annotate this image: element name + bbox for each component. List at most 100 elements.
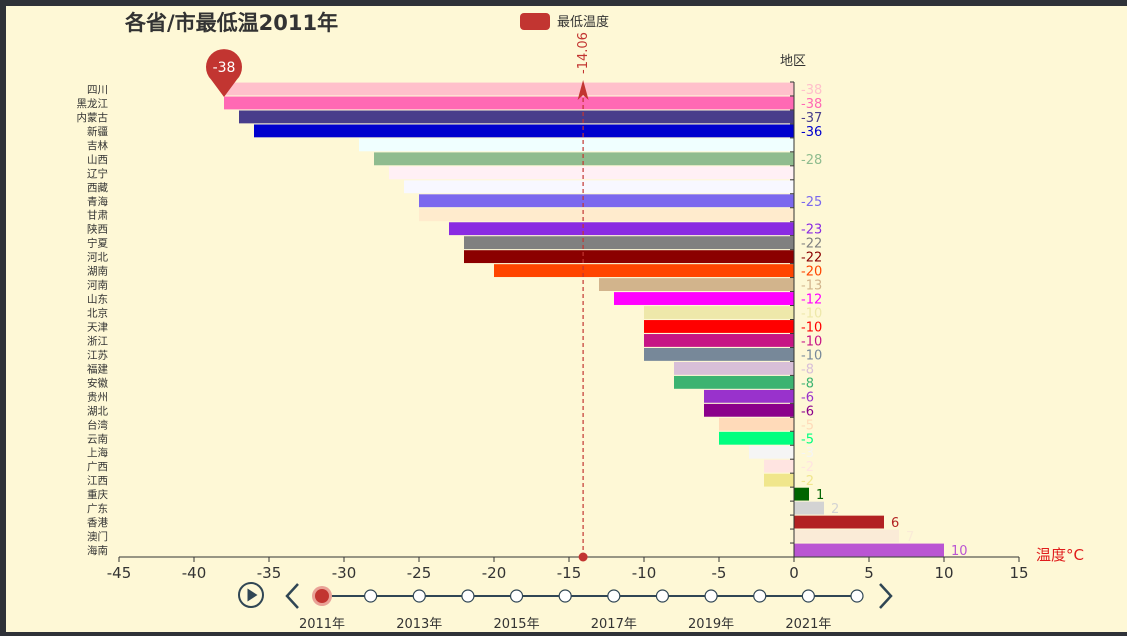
value-labels: -38-38-37-36-28-25-23-22-22-20-13-12-10-… bbox=[801, 83, 968, 559]
timeline-label: 2019年 bbox=[688, 617, 734, 632]
category-label: 陕西 bbox=[87, 223, 108, 236]
bar[interactable] bbox=[794, 529, 899, 543]
timeline-point[interactable] bbox=[850, 589, 864, 603]
category-label: 山东 bbox=[87, 293, 108, 306]
value-label: -8 bbox=[801, 362, 814, 377]
bar[interactable] bbox=[389, 166, 794, 180]
bar[interactable] bbox=[794, 501, 824, 515]
value-label: -23 bbox=[801, 223, 822, 238]
timeline-point[interactable] bbox=[461, 589, 475, 603]
timeline-point[interactable] bbox=[509, 589, 524, 603]
category-label: 浙江 bbox=[87, 335, 108, 347]
bar[interactable] bbox=[239, 110, 794, 124]
bar[interactable] bbox=[794, 487, 809, 501]
value-label: -2 bbox=[801, 460, 814, 475]
value-label: -2 bbox=[801, 474, 814, 489]
bar[interactable] bbox=[764, 459, 794, 473]
bar[interactable] bbox=[749, 445, 794, 459]
bar[interactable] bbox=[644, 320, 794, 333]
timeline: 2011年 2013年 2015年 2017年 2019年 2021年 bbox=[238, 582, 893, 632]
bar[interactable] bbox=[419, 194, 794, 208]
category-label: 内蒙古 bbox=[77, 111, 109, 124]
chevron-left-icon[interactable] bbox=[285, 583, 299, 609]
value-label: -5 bbox=[801, 418, 814, 433]
timeline-point[interactable] bbox=[364, 589, 378, 603]
value-label: -10 bbox=[801, 334, 822, 349]
timeline-point[interactable] bbox=[753, 589, 767, 603]
bar[interactable] bbox=[644, 348, 794, 361]
value-label: -10 bbox=[801, 320, 822, 335]
x-tick-label: -40 bbox=[182, 564, 207, 582]
bar[interactable] bbox=[404, 180, 794, 194]
timeline-point[interactable] bbox=[655, 589, 670, 603]
category-label: 山西 bbox=[87, 154, 108, 166]
value-label: 1 bbox=[816, 488, 824, 503]
category-label: 福建 bbox=[87, 362, 108, 375]
timeline-points bbox=[312, 586, 864, 606]
category-label: 辽宁 bbox=[87, 167, 108, 180]
category-label: 江苏 bbox=[87, 348, 108, 361]
x-tick-label: -30 bbox=[332, 564, 357, 582]
bar[interactable] bbox=[719, 417, 794, 431]
category-label: 台湾 bbox=[87, 418, 108, 431]
timeline-point[interactable] bbox=[801, 589, 815, 603]
bar[interactable] bbox=[794, 543, 944, 557]
chevron-right-icon[interactable] bbox=[879, 583, 893, 609]
value-label: -38 bbox=[801, 83, 822, 98]
category-label: 贵州 bbox=[87, 390, 108, 403]
timeline-label: 2015年 bbox=[493, 617, 539, 632]
value-label: -13 bbox=[801, 279, 822, 294]
bar[interactable] bbox=[449, 222, 794, 236]
mark-line-arrow bbox=[577, 80, 589, 100]
legend-swatch bbox=[520, 13, 550, 30]
bar[interactable] bbox=[704, 403, 794, 417]
value-label: 10 bbox=[951, 544, 968, 559]
bar[interactable] bbox=[674, 361, 794, 375]
bar[interactable] bbox=[224, 82, 794, 96]
timeline-point[interactable] bbox=[558, 589, 572, 603]
bar[interactable] bbox=[374, 152, 794, 166]
value-label: 6 bbox=[891, 516, 899, 531]
bar[interactable] bbox=[644, 306, 794, 319]
bar[interactable] bbox=[464, 236, 794, 250]
bar[interactable] bbox=[614, 292, 794, 305]
value-label: -5 bbox=[801, 432, 814, 447]
bar[interactable] bbox=[419, 208, 794, 222]
timeline-labels: 2011年 2013年 2015年 2017年 2019年 2021年 bbox=[299, 617, 831, 632]
value-label: -36 bbox=[801, 125, 822, 140]
bar[interactable] bbox=[359, 138, 794, 152]
bar[interactable] bbox=[764, 473, 794, 487]
category-label: 湖南 bbox=[87, 265, 108, 278]
chart-title: 各省/市最低温2011年 bbox=[124, 11, 338, 35]
chart-panel: 各省/市最低温2011年 最低温度 地区 温度°C 四川 黑龙江 内蒙古 新疆 吉林 山西… bbox=[6, 6, 1127, 632]
play-button[interactable] bbox=[238, 582, 264, 608]
timeline-label: 2013年 bbox=[396, 617, 442, 632]
bar[interactable] bbox=[494, 264, 794, 278]
value-label: -12 bbox=[801, 293, 822, 308]
bar[interactable] bbox=[599, 278, 794, 291]
bar[interactable] bbox=[704, 389, 794, 403]
category-label: 河南 bbox=[87, 279, 108, 292]
bar[interactable] bbox=[254, 124, 794, 138]
timeline-point[interactable] bbox=[412, 589, 426, 603]
legend-item[interactable]: 最低温度 bbox=[520, 13, 609, 30]
bar[interactable] bbox=[794, 515, 884, 529]
bar[interactable] bbox=[719, 431, 794, 445]
category-label: 四川 bbox=[87, 84, 108, 96]
timeline-point[interactable] bbox=[607, 589, 621, 603]
timeline-point[interactable] bbox=[704, 589, 718, 603]
x-axis-title: 温度°C bbox=[1036, 546, 1084, 564]
play-icon bbox=[238, 582, 264, 608]
bar[interactable] bbox=[224, 96, 794, 110]
x-tick-label: 0 bbox=[789, 564, 799, 582]
bar[interactable] bbox=[644, 334, 794, 347]
bar[interactable] bbox=[674, 375, 794, 389]
x-tick-label: 15 bbox=[1009, 564, 1028, 582]
x-tick-label: -35 bbox=[257, 564, 282, 582]
bar[interactable] bbox=[464, 250, 794, 264]
mark-point-pin[interactable] bbox=[206, 49, 242, 97]
category-label: 云南 bbox=[87, 432, 108, 445]
y-axis-title: 地区 bbox=[780, 54, 806, 69]
mark-line-label: -14.06 bbox=[576, 32, 591, 74]
timeline-current-point[interactable] bbox=[315, 589, 329, 603]
